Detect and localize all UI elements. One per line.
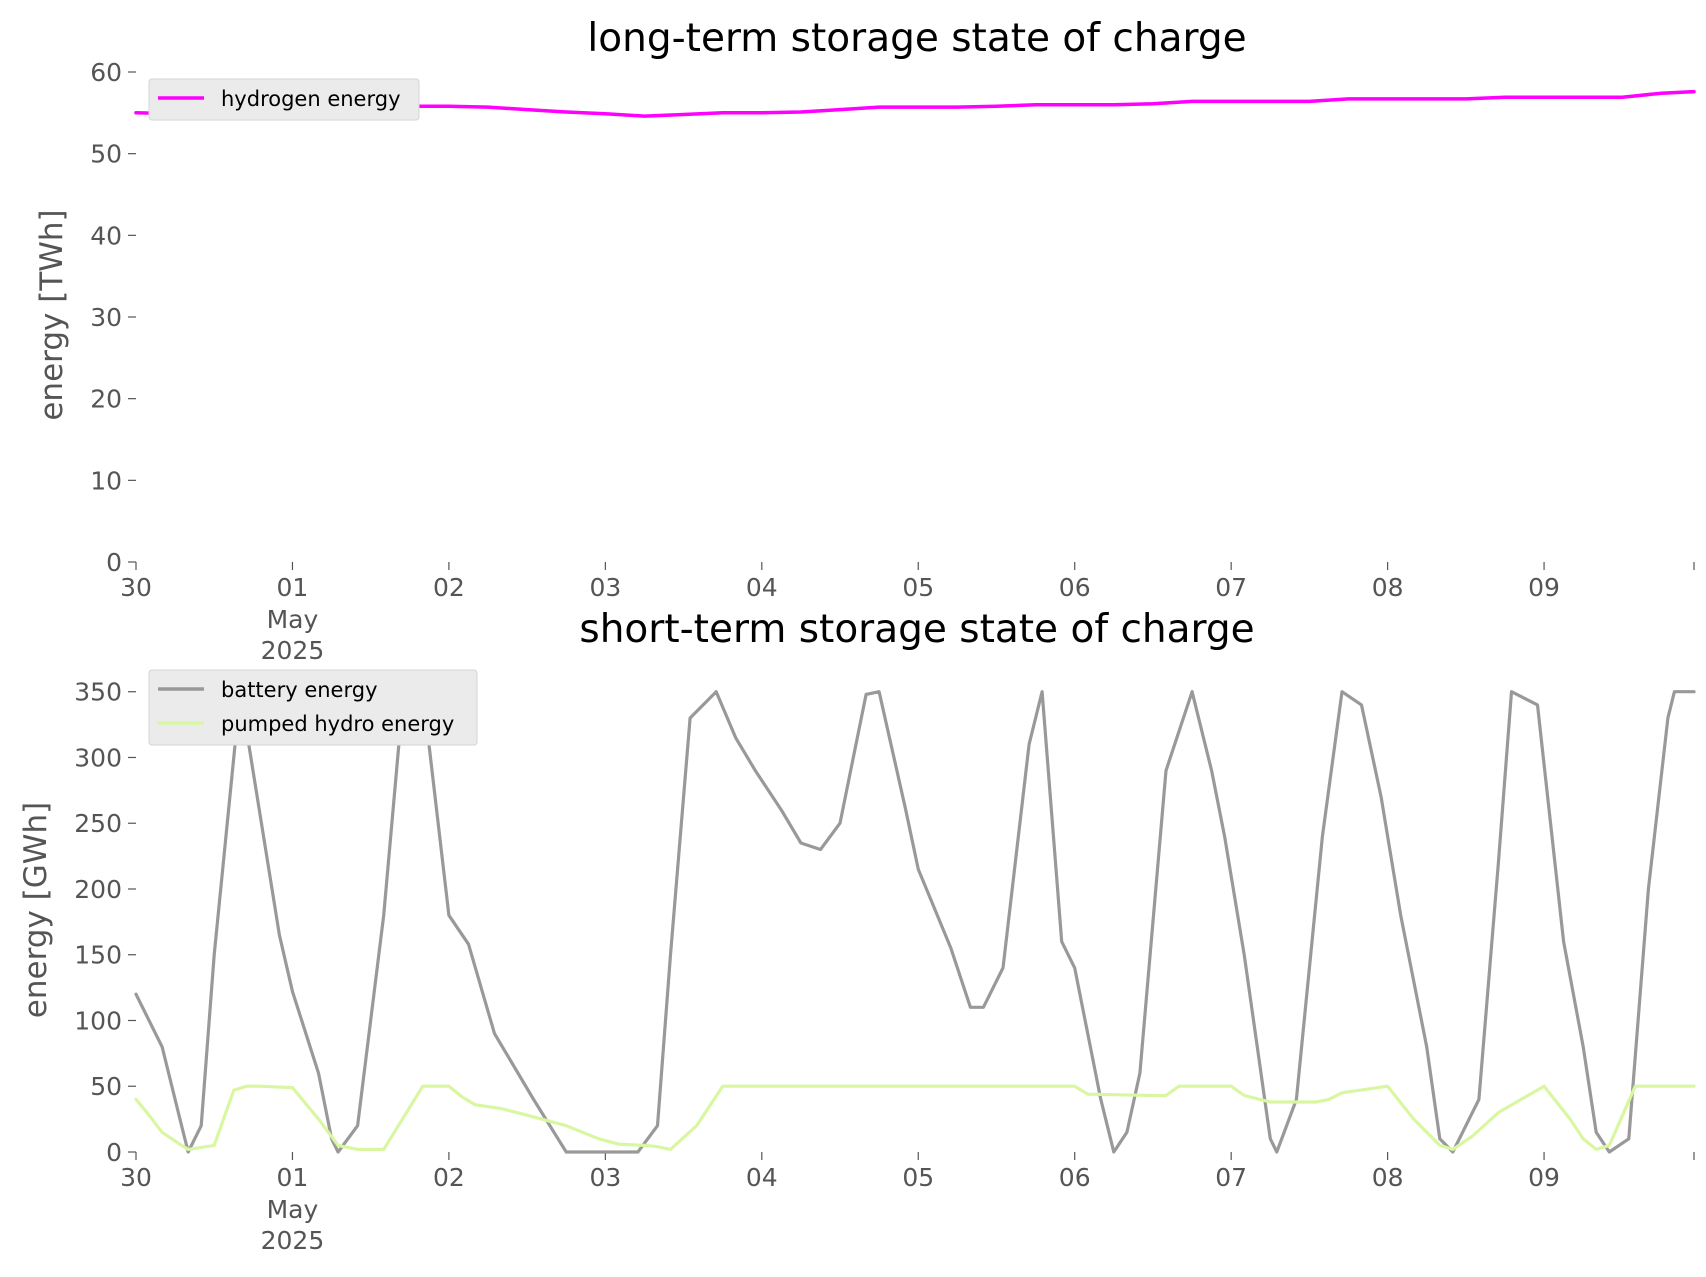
- short-term-title: short-term storage state of charge: [579, 607, 1254, 652]
- x-tick-sublabel: 2025: [261, 636, 325, 665]
- x-tick-sublabel: May: [267, 1195, 319, 1224]
- x-tick-sublabel: 2025: [261, 1226, 325, 1255]
- y-tick-label: 200: [74, 875, 122, 904]
- x-tick-label: 09: [1528, 1163, 1560, 1192]
- y-tick-label: 100: [74, 1006, 122, 1035]
- x-tick-label: 03: [589, 1163, 621, 1192]
- short-term-panel: short-term storage state of charge energ…: [18, 607, 1696, 1255]
- x-tick-label: 08: [1372, 1163, 1404, 1192]
- series-line-pumped-hydro-energy: [134, 1084, 1696, 1152]
- x-tick-label: 30: [120, 1163, 152, 1192]
- y-tick-label: 50: [90, 1072, 122, 1101]
- legend-label-battery: battery energy: [221, 678, 378, 702]
- y-tick-label: 0: [106, 1138, 122, 1167]
- y-tick-label: 0: [106, 548, 122, 577]
- y-tick-label: 250: [74, 809, 122, 838]
- legend-label-pumped-hydro: pumped hydro energy: [221, 712, 454, 736]
- short-term-y-axis: 0 50 100 150 200 250 300 350: [74, 678, 136, 1167]
- y-tick-label: 300: [74, 743, 122, 772]
- long-term-y-axis: 0 10 20 30 40 50 60: [90, 58, 136, 577]
- short-term-legend-box: [148, 669, 478, 746]
- long-term-legend-box: [148, 78, 420, 121]
- x-tick-label: 04: [746, 1163, 778, 1192]
- x-tick-label: 06: [1059, 1163, 1091, 1192]
- x-tick-label: 07: [1215, 573, 1247, 602]
- y-tick-label: 30: [90, 303, 122, 332]
- x-tick-label: 02: [433, 1163, 465, 1192]
- y-tick-label: 350: [74, 678, 122, 707]
- long-term-title: long-term storage state of charge: [587, 16, 1246, 61]
- y-tick-label: 60: [90, 58, 122, 87]
- long-term-ylabel: energy [TWh]: [34, 209, 70, 420]
- short-term-ylabel: energy [GWh]: [18, 802, 54, 1018]
- y-tick-label: 50: [90, 140, 122, 169]
- x-tick-label: 06: [1059, 573, 1091, 602]
- y-tick-label: 40: [90, 221, 122, 250]
- long-term-legend: hydrogen energy: [148, 78, 420, 121]
- y-tick-label: 10: [90, 466, 122, 495]
- x-tick-label: 05: [902, 1163, 934, 1192]
- x-tick-label: 02: [433, 573, 465, 602]
- long-term-panel: long-term storage state of charge energy…: [34, 16, 1696, 665]
- x-tick-label: 01: [277, 573, 309, 602]
- x-tick-label: 07: [1215, 1163, 1247, 1192]
- series-line-battery-energy: [134, 690, 1696, 1154]
- x-tick-label: 30: [120, 573, 152, 602]
- x-tick-label: 08: [1372, 573, 1404, 602]
- x-tick-label: 05: [902, 573, 934, 602]
- y-tick-label: 20: [90, 385, 122, 414]
- short-term-legend: battery energy pumped hydro energy: [148, 669, 478, 746]
- x-tick-label: 04: [746, 573, 778, 602]
- legend-label-hydrogen: hydrogen energy: [221, 87, 401, 111]
- x-tick-label: 03: [589, 573, 621, 602]
- x-tick-sublabel: May: [267, 605, 319, 634]
- x-tick-label: 01: [277, 1163, 309, 1192]
- short-term-plot-area: [134, 690, 1696, 1154]
- x-tick-label: 09: [1528, 573, 1560, 602]
- y-tick-label: 150: [74, 941, 122, 970]
